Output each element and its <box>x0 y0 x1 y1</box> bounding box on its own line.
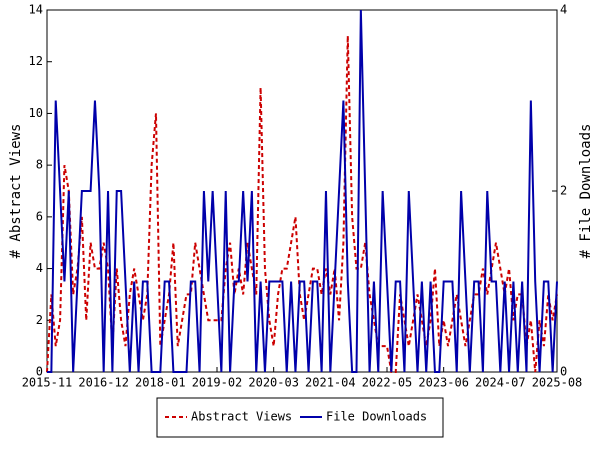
x-tick-label: 2025-08 <box>532 376 583 390</box>
series-line <box>47 9 558 373</box>
y-axis-title: # Abstract Views <box>8 124 24 259</box>
legend-label: Abstract Views <box>191 410 292 424</box>
x-tick-label: 2018-01 <box>135 376 186 390</box>
y-tick-label: 10 <box>29 106 43 120</box>
y2-axis-title: # File Downloads <box>578 124 594 259</box>
y2-tick-label: 2 <box>560 184 567 198</box>
x-tick-label: 2023-06 <box>418 376 469 390</box>
x-tick-label: 2020-03 <box>248 376 299 390</box>
y2-tick-label: 4 <box>560 3 567 17</box>
legend-label: File Downloads <box>326 410 427 424</box>
x-tick-label: 2019-02 <box>192 376 243 390</box>
y-tick-label: 0 <box>36 365 43 379</box>
y-tick-label: 4 <box>36 261 43 275</box>
y2-tick-label: 0 <box>560 365 567 379</box>
x-tick-label: 2016-12 <box>78 376 129 390</box>
x-tick-label: 2021-04 <box>305 376 356 390</box>
x-tick-label: 2022-05 <box>362 376 413 390</box>
y-tick-label: 14 <box>29 3 43 17</box>
legend: Abstract Views File Downloads <box>156 397 444 438</box>
y-tick-label: 8 <box>36 158 43 172</box>
x-tick-label: 2024-07 <box>475 376 526 390</box>
y-tick-label: 12 <box>29 54 43 68</box>
y-tick-label: 6 <box>36 209 43 223</box>
x-tick-label: 2015-11 <box>22 376 73 390</box>
y-tick-label: 2 <box>36 313 43 327</box>
